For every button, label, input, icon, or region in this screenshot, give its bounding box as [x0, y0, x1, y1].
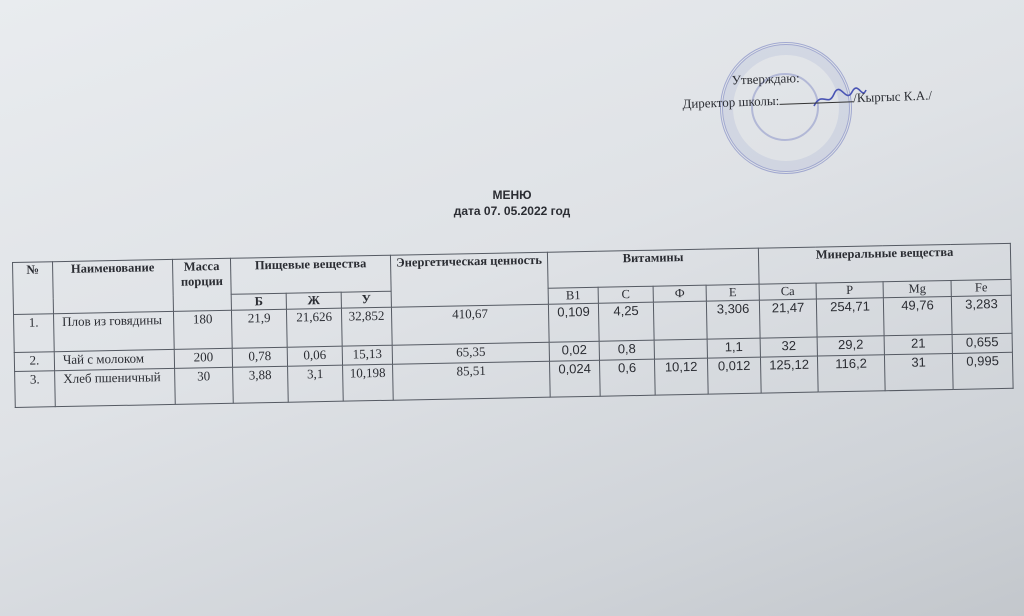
cell-b1: 0,109 [548, 303, 600, 343]
header-nutrients: Пищевые вещества [230, 255, 392, 295]
cell-p: 29,2 [817, 335, 885, 357]
subheader-p: P [816, 281, 884, 300]
cell-c: 0,8 [599, 340, 655, 361]
cell-no: 3. [14, 370, 56, 408]
cell-e: 0,012 [707, 357, 762, 395]
subheader-e: E [706, 284, 760, 302]
header-minerals: Минеральные вещества [758, 243, 1012, 285]
cell-b: 21,9 [231, 309, 288, 349]
cell-mass: 30 [174, 367, 234, 405]
cell-p: 116,2 [817, 354, 886, 393]
cell-mass: 200 [174, 348, 233, 369]
cell-fe: 0,995 [952, 352, 1014, 390]
cell-u: 10,198 [342, 364, 394, 402]
subheader-c: C [598, 286, 654, 304]
cell-ca: 21,47 [759, 299, 818, 339]
cell-c: 0,6 [599, 359, 656, 397]
header-mass: Масса порции [172, 258, 232, 312]
cell-b1: 0,024 [549, 360, 601, 398]
cell-name: Плов из говядины [53, 311, 175, 352]
cell-fe: 3,283 [951, 295, 1013, 335]
cell-p: 254,71 [816, 297, 885, 338]
cell-b: 3,88 [232, 366, 289, 404]
subheader-b: Б [231, 293, 287, 311]
cell-e: 3,306 [706, 300, 761, 340]
director-label: Директор школы: [682, 92, 780, 112]
document-title: МЕНЮ [492, 188, 532, 202]
cell-fe: 0,655 [952, 333, 1013, 354]
cell-c: 4,25 [598, 302, 655, 342]
subheader-ca: Ca [759, 283, 817, 301]
header-energy: Энергетическая ценность [390, 252, 549, 308]
school-stamp [720, 42, 852, 174]
cell-b1: 0,02 [549, 341, 600, 362]
cell-mass: 180 [173, 310, 233, 350]
cell-b: 0,78 [232, 347, 288, 368]
subheader-b1: B1 [548, 287, 599, 305]
approval-block: Утверждаю: Директор школы:/Кыргыс К.А./ [681, 61, 982, 115]
cell-mg: 49,76 [883, 296, 953, 336]
signature [813, 87, 867, 107]
subheader-mg: Mg [883, 280, 952, 298]
subheader-fe: Fe [951, 279, 1012, 297]
cell-name: Хлеб пшеничный [54, 368, 176, 407]
cell-u: 32,852 [341, 307, 393, 347]
director-name: /Кыргыс К.А./ [852, 87, 933, 106]
cell-e: 1,1 [707, 338, 761, 359]
cell-zh: 21,626 [286, 308, 343, 348]
cell-f [653, 301, 708, 341]
subheader-u: У [341, 291, 392, 309]
document-date: дата 07. 05.2022 год [453, 204, 571, 218]
subheader-f: Ф [653, 285, 707, 303]
cell-energy: 410,67 [391, 304, 550, 346]
cell-zh: 3,1 [287, 365, 344, 403]
header-no: № [12, 261, 54, 315]
cell-no: 2. [14, 351, 55, 372]
subheader-zh: Ж [286, 292, 342, 310]
cell-energy: 85,51 [392, 361, 551, 401]
cell-ca: 32 [760, 337, 818, 358]
cell-ca: 125,12 [760, 356, 819, 394]
cell-f [654, 339, 708, 360]
cell-mg: 21 [884, 334, 953, 355]
cell-u: 15,13 [342, 345, 393, 366]
cell-f: 10,12 [654, 358, 709, 396]
cell-no: 1. [13, 313, 55, 353]
header-vitamins: Витамины [547, 248, 760, 289]
menu-table: № Наименование Масса порции Пищевые веще… [12, 243, 1014, 408]
cell-mg: 31 [884, 353, 954, 391]
cell-zh: 0,06 [287, 346, 343, 367]
header-name: Наименование [52, 259, 174, 314]
cell-name: Чай с молоком [54, 349, 175, 371]
